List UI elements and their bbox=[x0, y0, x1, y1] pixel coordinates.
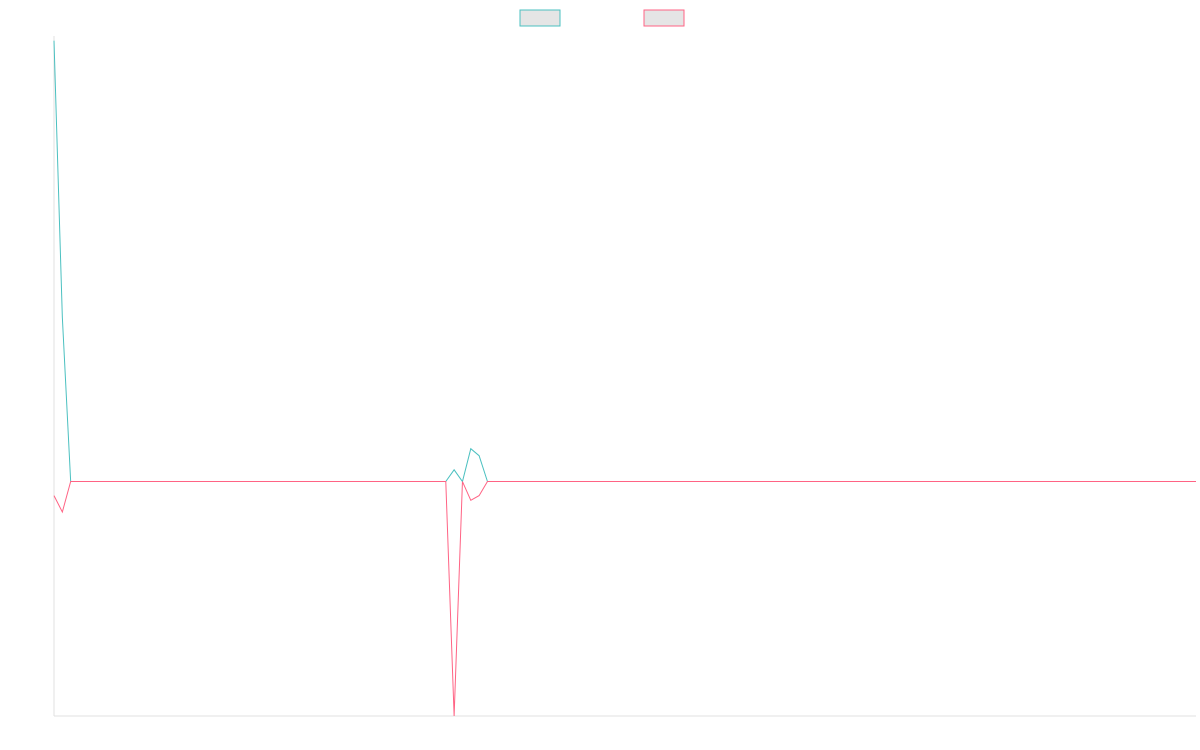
series-line-2 bbox=[53, 481, 1196, 717]
chart-legend bbox=[519, 9, 685, 27]
chart-axes bbox=[53, 36, 1196, 717]
legend-swatch-2[interactable] bbox=[643, 9, 685, 27]
legend-swatch-1[interactable] bbox=[519, 9, 561, 27]
chart-series-group bbox=[53, 40, 1196, 717]
series-line-1 bbox=[53, 40, 1196, 483]
